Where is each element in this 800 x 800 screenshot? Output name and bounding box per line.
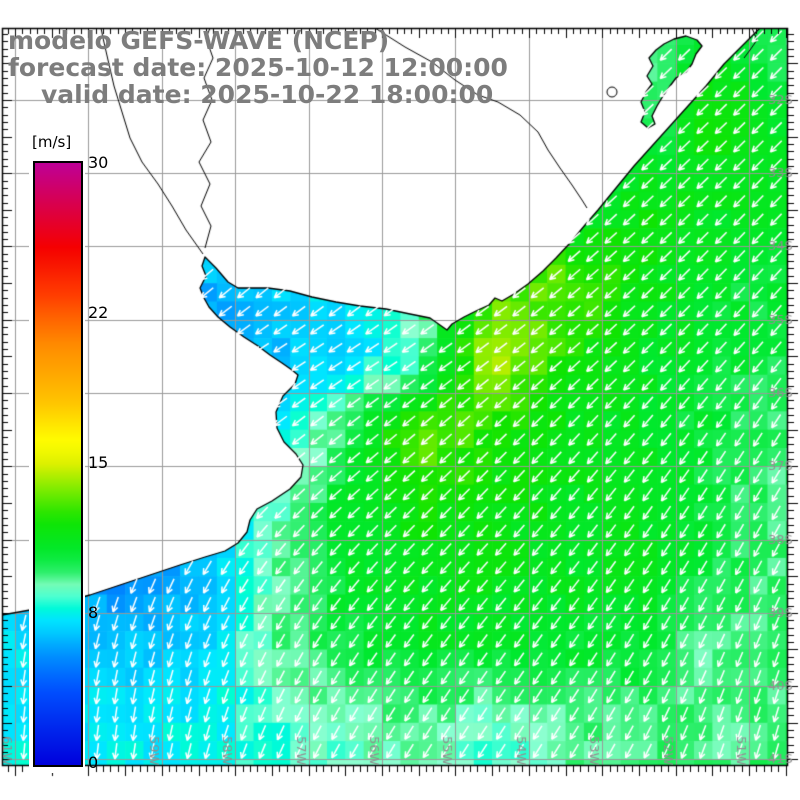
valid-date: valid date: 2025-10-22 18:00:00 xyxy=(41,80,494,109)
map-title: modelo GEFS-WAVE (NCEP) forecast date: 2… xyxy=(8,27,508,108)
colorbar-tick-label: 0 xyxy=(88,753,99,772)
colorbar-tick-label: 30 xyxy=(88,153,109,172)
colorbar-gradient xyxy=(33,161,83,767)
colorbar-unit-label: [m/s] xyxy=(32,133,72,151)
forecast-date: forecast date: 2025-10-12 12:00:00 xyxy=(8,53,508,82)
colorbar-tick-label: 22 xyxy=(88,303,109,322)
colorbar-tick-label: 8 xyxy=(88,603,99,622)
colorbar-tick-label: 15 xyxy=(88,453,109,472)
model-name: modelo GEFS-WAVE (NCEP) xyxy=(8,26,390,55)
